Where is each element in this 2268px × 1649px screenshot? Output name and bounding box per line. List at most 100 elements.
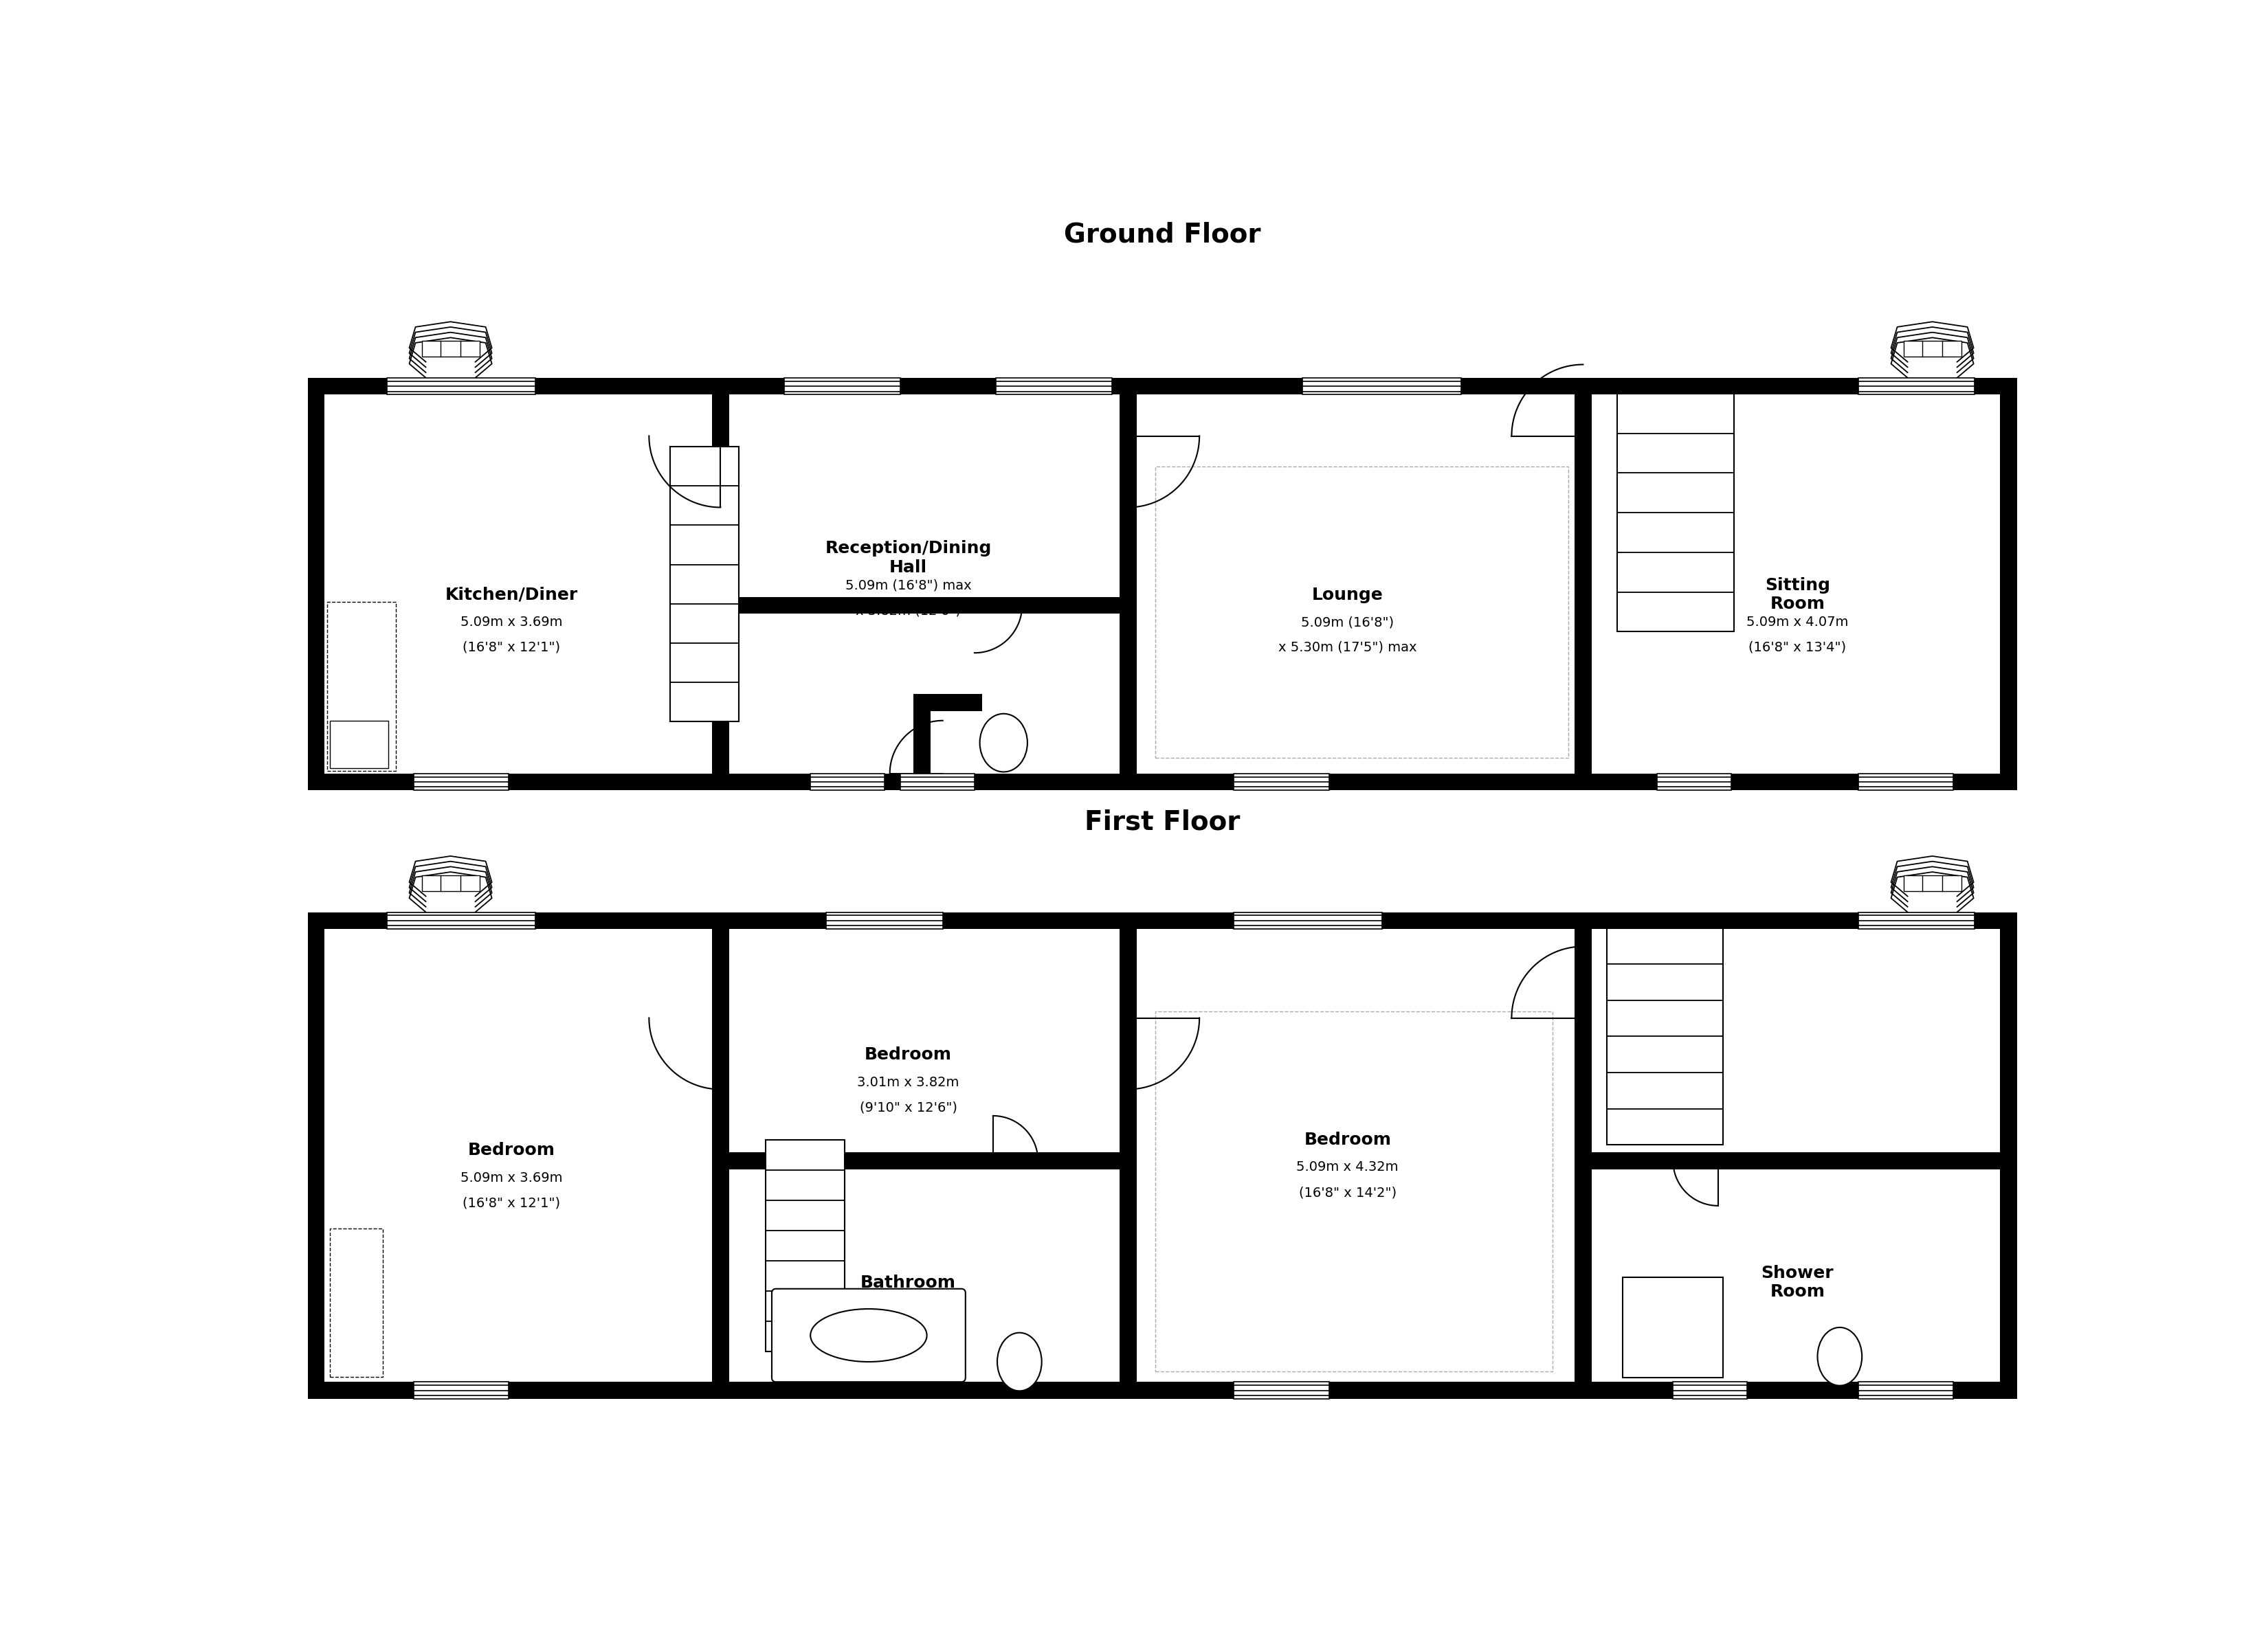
Bar <box>1606 928 1724 1144</box>
Bar <box>785 378 900 394</box>
Bar <box>1234 1382 1329 1398</box>
Bar <box>388 912 535 928</box>
Bar <box>329 721 388 768</box>
Bar <box>1857 1382 1953 1398</box>
Bar <box>826 912 943 928</box>
Bar <box>1617 394 1733 632</box>
Bar <box>996 378 1111 394</box>
Text: 5.09m x 4.32m: 5.09m x 4.32m <box>1297 1161 1399 1174</box>
Bar <box>1606 928 1724 1144</box>
Text: 3.01m x 3.82m: 3.01m x 3.82m <box>857 1075 959 1088</box>
Bar <box>329 1229 383 1377</box>
Text: Bedroom: Bedroom <box>1304 1131 1390 1148</box>
Bar <box>712 394 728 773</box>
Bar <box>1574 394 1592 773</box>
Text: First Floor: First Floor <box>1084 810 1241 834</box>
Bar <box>422 876 479 890</box>
Text: Ground Floor: Ground Floor <box>1064 223 1261 247</box>
Bar <box>413 773 508 790</box>
Bar <box>1234 773 1329 790</box>
Bar <box>1857 1382 1953 1398</box>
Text: (9'10" x 12'6"): (9'10" x 12'6") <box>860 1102 957 1115</box>
Bar <box>1622 1276 1724 1377</box>
Bar <box>308 378 2016 790</box>
Ellipse shape <box>998 1332 1041 1390</box>
Text: (16'8" x 12'1"): (16'8" x 12'1") <box>463 641 560 655</box>
Text: Lounge: Lounge <box>1311 587 1383 604</box>
Bar <box>1234 912 1381 928</box>
Bar <box>1302 378 1461 394</box>
Bar <box>810 773 885 790</box>
Bar <box>810 773 885 790</box>
Text: 5.09m x 3.69m: 5.09m x 3.69m <box>460 1171 562 1184</box>
Ellipse shape <box>1817 1327 1862 1385</box>
Text: Bedroom: Bedroom <box>467 1141 556 1158</box>
Text: 5.09m (16'8") max: 5.09m (16'8") max <box>846 579 971 592</box>
Text: Shower
Room: Shower Room <box>1760 1265 1835 1299</box>
Text: Kitchen/Diner: Kitchen/Diner <box>445 587 578 604</box>
Bar <box>900 773 975 790</box>
Text: (16'8" x 13'4"): (16'8" x 13'4") <box>1749 641 1846 655</box>
Text: Sitting
Room: Sitting Room <box>1765 577 1830 612</box>
Bar <box>1302 378 1461 394</box>
Bar <box>900 773 975 790</box>
Bar <box>1674 1382 1746 1398</box>
Bar <box>1592 1153 2009 1169</box>
Bar <box>1120 394 1136 773</box>
Bar <box>728 597 1120 613</box>
Bar <box>1234 912 1381 928</box>
Bar <box>327 602 397 770</box>
Bar <box>1857 773 1953 790</box>
Bar <box>422 341 479 356</box>
Bar <box>1903 341 1962 356</box>
Bar <box>308 912 2016 1398</box>
Text: 5.09m x 4.07m: 5.09m x 4.07m <box>1746 615 1848 628</box>
FancyBboxPatch shape <box>771 1290 966 1382</box>
Bar <box>1234 1382 1329 1398</box>
Bar <box>1234 773 1329 790</box>
Bar <box>1658 773 1730 790</box>
Text: Reception/Dining
Hall: Reception/Dining Hall <box>826 539 991 576</box>
Bar <box>671 447 739 722</box>
Bar <box>388 912 535 928</box>
Bar <box>422 876 479 890</box>
Bar <box>767 1139 844 1351</box>
Bar <box>324 928 2000 1382</box>
Bar <box>1903 876 1962 890</box>
Bar <box>1857 378 1975 394</box>
Bar <box>413 773 508 790</box>
Bar <box>324 394 2000 773</box>
Bar <box>1903 876 1962 890</box>
Bar <box>930 711 982 773</box>
Ellipse shape <box>980 714 1027 772</box>
Text: (16'8" x 12'1"): (16'8" x 12'1") <box>463 1197 560 1210</box>
Text: Bathroom: Bathroom <box>860 1275 957 1291</box>
Bar <box>914 694 982 773</box>
Bar <box>671 447 739 722</box>
Bar <box>422 341 479 356</box>
Bar <box>728 1153 1120 1169</box>
Bar <box>785 378 900 394</box>
Bar <box>767 1139 844 1351</box>
Ellipse shape <box>810 1309 928 1362</box>
Bar <box>1857 912 1975 928</box>
Bar <box>388 378 535 394</box>
Bar <box>1120 928 1136 1382</box>
Text: x 3.82m (12'6"): x 3.82m (12'6") <box>855 604 962 617</box>
Bar <box>413 1382 508 1398</box>
Bar <box>1857 378 1975 394</box>
Bar <box>1574 928 1592 1382</box>
Bar <box>712 928 728 1382</box>
Text: Bedroom: Bedroom <box>864 1047 953 1064</box>
Text: 5.09m x 3.69m: 5.09m x 3.69m <box>460 615 562 628</box>
Bar <box>1154 467 1567 757</box>
Bar <box>413 1382 508 1398</box>
Bar <box>996 378 1111 394</box>
Text: x 5.30m (17'5") max: x 5.30m (17'5") max <box>1279 641 1418 655</box>
Bar <box>1903 341 1962 356</box>
Bar <box>1857 912 1975 928</box>
Bar <box>1154 1011 1551 1372</box>
Bar <box>1617 394 1733 632</box>
Bar <box>1658 773 1730 790</box>
Bar <box>388 378 535 394</box>
